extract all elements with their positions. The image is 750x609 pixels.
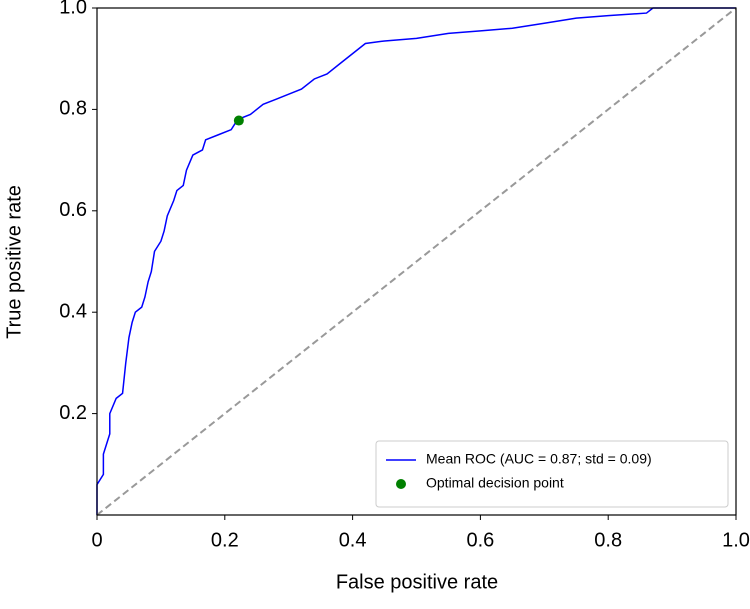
x-tick-label: 0.8	[594, 529, 622, 551]
x-tick-label: 0	[91, 529, 102, 551]
y-tick-label: 0.6	[59, 199, 87, 221]
plot-frame	[96, 7, 737, 516]
legend-box	[375, 440, 729, 508]
y-tick-label: 1.0	[59, 0, 87, 18]
x-tick-label: 1.0	[722, 529, 750, 551]
y-tick-label: 0.8	[59, 98, 87, 120]
x-tick-label: 0.4	[339, 529, 367, 551]
x-tick-label: 0.2	[211, 529, 239, 551]
x-tick-label: 0.6	[466, 529, 494, 551]
legend-label: Optimal decision point	[426, 475, 564, 491]
y-tick-label: 0.4	[59, 300, 87, 322]
point	[233, 115, 244, 126]
y-axis-label: True positive rate	[3, 185, 25, 339]
y-tick-label: 0.2	[59, 402, 87, 424]
x-axis-label: False positive rate	[336, 571, 498, 593]
roc-line	[96, 7, 736, 515]
diagonal-line	[96, 7, 737, 516]
legend-label: Mean ROC (AUC = 0.87; std = 0.09)	[426, 451, 652, 467]
legend-marker	[396, 479, 406, 489]
